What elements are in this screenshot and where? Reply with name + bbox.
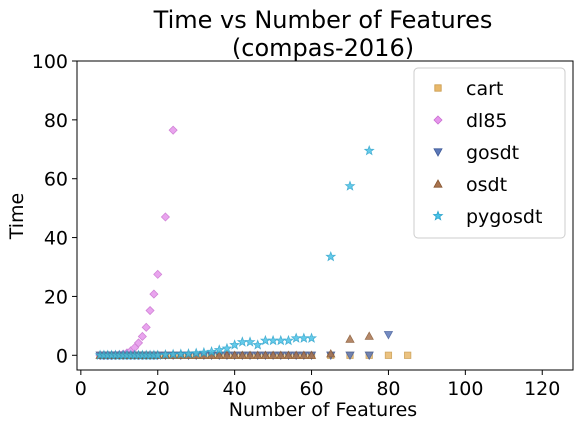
- legend-box: [413, 67, 566, 239]
- point-pygosdt: [213, 344, 225, 355]
- y-tick-label: 20: [44, 286, 68, 308]
- point-osdt: [299, 350, 309, 359]
- point-pygosdt: [190, 347, 202, 358]
- point-pygosdt: [244, 336, 256, 347]
- point-osdt: [237, 350, 248, 359]
- data-points: [94, 125, 412, 361]
- point-pygosdt: [252, 339, 264, 350]
- point-pygosdt: [183, 348, 194, 359]
- point-osdt: [364, 331, 374, 340]
- x-tick-label: 80: [376, 378, 400, 400]
- point-dl85: [168, 125, 178, 135]
- legend-item-osdt: osdt: [433, 174, 507, 196]
- legend-marker-pygosdt: [432, 210, 444, 221]
- point-cart: [404, 351, 412, 359]
- point-dl85: [137, 331, 147, 342]
- x-tick-label: 20: [146, 378, 170, 400]
- legend-label: osdt: [466, 174, 507, 196]
- x-tick-label: 0: [75, 378, 87, 400]
- y-tick-label: 0: [56, 345, 68, 367]
- y-tick-label: 60: [44, 169, 68, 191]
- axis-ticks: 0 20 40 60 80 100 120 0 20 40 60 80 100: [32, 51, 561, 400]
- chart-title: Time vs Number of Features: [153, 6, 493, 34]
- point-gosdt: [364, 351, 374, 361]
- point-pygosdt: [283, 334, 294, 346]
- point-osdt: [345, 334, 355, 343]
- legend-marker-cart: [434, 84, 442, 92]
- point-pygosdt: [152, 349, 164, 360]
- x-tick-label: 120: [524, 378, 560, 400]
- point-cart: [384, 351, 393, 359]
- point-pygosdt: [325, 250, 337, 262]
- point-osdt: [283, 350, 294, 359]
- chart-subtitle: (compas-2016): [232, 34, 414, 62]
- y-tick-label: 100: [32, 51, 68, 73]
- legend-label: dl85: [466, 110, 508, 132]
- point-osdt: [214, 350, 224, 359]
- point-osdt: [276, 350, 286, 359]
- point-osdt: [291, 350, 301, 359]
- y-tick-label: 40: [44, 228, 68, 250]
- point-osdt: [260, 350, 271, 359]
- point-dl85: [133, 338, 144, 348]
- legend-label: gosdt: [466, 142, 519, 164]
- point-pygosdt: [221, 342, 233, 354]
- legend-marker-gosdt: [433, 148, 443, 157]
- legend-label: cart: [466, 78, 503, 100]
- x-axis-label: Number of Features: [229, 399, 417, 421]
- point-pygosdt: [363, 145, 375, 156]
- legend-marker-dl85: [433, 115, 443, 125]
- point-dl85: [145, 305, 155, 316]
- point-dl85: [141, 322, 151, 332]
- point-osdt: [245, 350, 255, 359]
- point-gosdt: [345, 351, 355, 361]
- point-osdt: [326, 348, 336, 358]
- legend-label: pygosdt: [466, 206, 542, 228]
- y-tick-label: 80: [44, 110, 68, 132]
- legend-item-gosdt: gosdt: [433, 142, 519, 164]
- point-dl85: [160, 212, 170, 222]
- point-pygosdt: [206, 345, 218, 357]
- legend-item-pygosdt: pygosdt: [432, 206, 542, 228]
- x-tick-label: 40: [223, 378, 247, 400]
- series-pygosdt: [94, 145, 375, 360]
- x-tick-label: 100: [447, 378, 483, 400]
- point-gosdt: [383, 331, 394, 340]
- legend-item-cart: cart: [434, 78, 503, 100]
- point-osdt: [306, 350, 317, 359]
- point-pygosdt: [306, 332, 318, 343]
- point-osdt: [253, 350, 263, 359]
- point-osdt: [268, 350, 278, 359]
- legend-item-dl85: dl85: [433, 110, 508, 132]
- point-osdt: [222, 350, 232, 359]
- point-pygosdt: [198, 346, 210, 358]
- legend: cart dl85 gosdt osdt pygosdt: [413, 67, 566, 239]
- point-pygosdt: [344, 180, 356, 191]
- point-dl85: [153, 269, 163, 279]
- point-osdt: [229, 350, 240, 359]
- legend-marker-osdt: [433, 179, 443, 188]
- x-tick-label: 60: [299, 378, 323, 400]
- y-axis-label: Time: [6, 193, 28, 241]
- point-pygosdt: [229, 339, 241, 350]
- point-dl85: [149, 289, 159, 299]
